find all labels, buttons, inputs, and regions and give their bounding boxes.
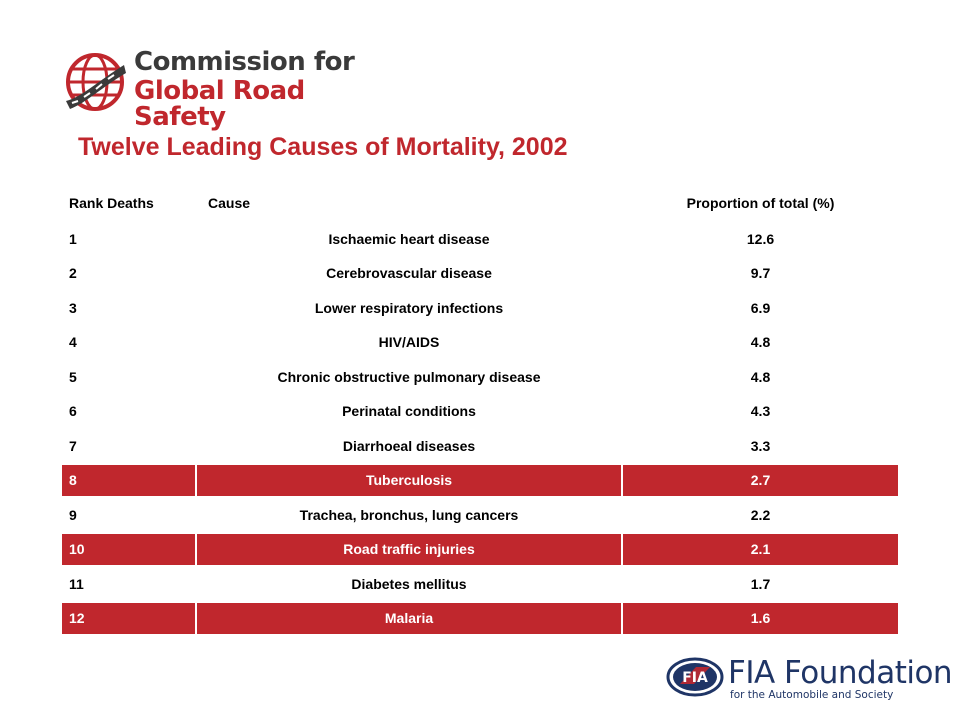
- rank-cell: 10: [62, 533, 195, 565]
- commission-wordmark: Commission for Global Road Safety: [134, 49, 394, 130]
- rank-cell: 7: [69, 437, 77, 454]
- rank-cell: 3: [69, 299, 77, 316]
- proportion-cell: 2.1: [623, 533, 898, 565]
- rank-cell: 1: [69, 230, 77, 247]
- cause-cell: Road traffic injuries: [197, 533, 621, 565]
- proportion-cell: 2.2: [750, 506, 771, 523]
- commission-logo: Commission for Global Road Safety: [64, 45, 394, 130]
- proportion-cell: 2.7: [623, 464, 898, 496]
- rank-cell: 4: [69, 334, 77, 351]
- page-title: Twelve Leading Causes of Mortality, 2002: [78, 133, 568, 161]
- table-row: 3 Lower respiratory infections 6.9: [62, 292, 898, 324]
- proportion-cell: 9.7: [750, 265, 771, 282]
- table-row: 7 Diarrhoeal diseases 3.3: [62, 430, 898, 462]
- table-row: 4 HIV/AIDS 4.8: [62, 327, 898, 359]
- fia-foundation-logo: FIA FIA Foundation for the Automobile an…: [666, 655, 953, 705]
- fia-emblem-text: FIA: [682, 670, 708, 686]
- rank-cell: 9: [69, 506, 77, 523]
- table-row: 1 Ischaemic heart disease 12.6: [62, 223, 898, 255]
- cause-cell: Malaria: [197, 602, 621, 634]
- cause-cell: Trachea, bronchus, lung cancers: [299, 506, 519, 523]
- cause-cell: Diarrhoeal diseases: [342, 437, 476, 454]
- cause-cell: Tuberculosis: [197, 464, 621, 496]
- table-row: 5 Chronic obstructive pulmonary disease …: [62, 361, 898, 393]
- brand-line2: Global Road Safety: [134, 76, 305, 132]
- header-cause: Cause: [208, 195, 251, 211]
- brand-line1: Commission for: [134, 47, 355, 77]
- cause-cell: Diabetes mellitus: [351, 575, 467, 592]
- fia-name: FIA Foundation: [728, 655, 953, 691]
- table-row: 9 Trachea, bronchus, lung cancers 2.2: [62, 499, 898, 531]
- proportion-cell: 4.8: [750, 368, 771, 385]
- cause-cell: HIV/AIDS: [378, 334, 440, 351]
- rank-cell: 5: [69, 368, 77, 385]
- mortality-table: Rank Deaths Cause Proportion of total (%…: [62, 186, 898, 637]
- cause-cell: Perinatal conditions: [342, 403, 476, 420]
- proportion-cell: 3.3: [750, 437, 771, 454]
- rank-cell: 6: [69, 403, 77, 420]
- cause-cell: Chronic obstructive pulmonary disease: [277, 368, 541, 385]
- proportion-cell: 1.6: [623, 602, 898, 634]
- rank-cell: 12: [62, 602, 195, 634]
- proportion-cell: 6.9: [750, 299, 771, 316]
- header-rank: Rank Deaths: [69, 195, 154, 211]
- table-row: 6 Perinatal conditions 4.3: [62, 396, 898, 428]
- proportion-cell: 1.7: [750, 575, 771, 592]
- proportion-cell: 4.8: [750, 334, 771, 351]
- table-row: 11 Diabetes mellitus 1.7: [62, 568, 898, 600]
- table-row-highlighted: 10 Road traffic injuries 2.1: [62, 533, 898, 565]
- rank-cell: 2: [69, 265, 77, 282]
- proportion-cell: 12.6: [746, 230, 775, 247]
- cause-cell: Cerebrovascular disease: [326, 265, 492, 282]
- rank-cell: 11: [69, 575, 84, 592]
- table-row-highlighted: 12 Malaria 1.6: [62, 602, 898, 634]
- proportion-cell: 4.3: [750, 403, 771, 420]
- cause-cell: Ischaemic heart disease: [328, 230, 490, 247]
- rank-cell: 8: [62, 464, 195, 496]
- table-row-highlighted: 8 Tuberculosis 2.7: [62, 464, 898, 496]
- cause-cell: Lower respiratory infections: [314, 299, 504, 316]
- fia-tagline: for the Automobile and Society: [730, 689, 894, 701]
- fia-emblem-icon: FIA: [666, 657, 724, 697]
- header-proportion: Proportion of total (%): [686, 195, 835, 211]
- table-row: 2 Cerebrovascular disease 9.7: [62, 258, 898, 290]
- table-header-row: Rank Deaths Cause Proportion of total (%…: [62, 186, 898, 220]
- globe-road-icon: [66, 53, 126, 111]
